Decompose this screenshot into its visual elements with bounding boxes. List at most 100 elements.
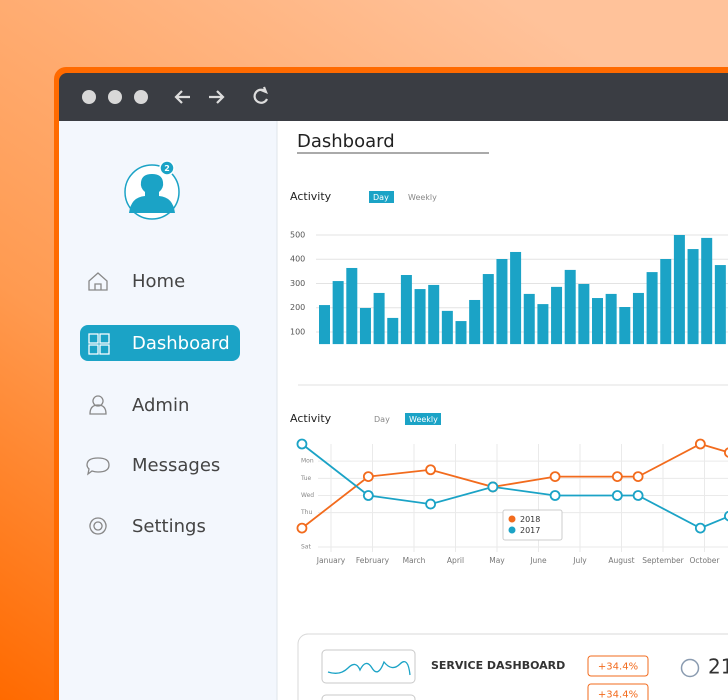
- sparkline: [327, 660, 411, 676]
- point: [632, 490, 644, 501]
- legend-label: 2018: [520, 515, 540, 524]
- bar: [646, 272, 658, 345]
- y-tick-label: Wed: [301, 492, 314, 499]
- point: [724, 510, 728, 522]
- nav-item[interactable]: Messages: [132, 455, 220, 476]
- bar: [619, 307, 631, 345]
- nav-active: [80, 325, 240, 361]
- reload-button[interactable]: [253, 86, 268, 104]
- change-box: [587, 683, 649, 700]
- main: [277, 121, 728, 700]
- bar: [632, 292, 644, 345]
- point: [487, 481, 499, 493]
- point: [694, 522, 706, 534]
- forward-button[interactable]: [209, 90, 225, 104]
- sparkline-box: [321, 694, 416, 700]
- x-tick-label: May: [489, 556, 505, 565]
- bar: [469, 299, 481, 345]
- point: [724, 447, 728, 458]
- legend-swatch: [508, 526, 516, 534]
- nav-icon: [88, 333, 110, 355]
- bar: [482, 274, 494, 345]
- y-tick-label: Mon: [301, 458, 314, 465]
- chart-title: Activity: [290, 412, 332, 425]
- x-tick-label: September: [642, 556, 684, 565]
- y-tick-label: 300: [290, 279, 305, 288]
- sparkline-box: [321, 649, 416, 684]
- x-tick-label: March: [403, 556, 426, 565]
- y-tick-label: 400: [290, 255, 305, 264]
- tab[interactable]: Weekly: [409, 415, 438, 424]
- avatar-figure: [129, 174, 175, 213]
- bar: [605, 293, 617, 345]
- point: [362, 471, 374, 483]
- dot: [108, 90, 122, 104]
- x-tick-label: February: [356, 556, 390, 565]
- bar: [714, 265, 726, 345]
- dot: [82, 90, 96, 104]
- badge: [159, 160, 175, 176]
- y-tick-label: Sat: [301, 544, 311, 551]
- nav-icon: [89, 517, 107, 535]
- chart-title: Activity: [290, 190, 332, 203]
- legend-label: 2017: [520, 526, 540, 535]
- nav-icon: [88, 272, 108, 291]
- x-tick-label: June: [529, 556, 547, 565]
- nav-item[interactable]: Home: [132, 271, 185, 292]
- bar: [592, 298, 603, 345]
- tab[interactable]: Day: [373, 193, 389, 202]
- point: [611, 490, 623, 501]
- y-tick-label: 200: [290, 303, 305, 312]
- bar: [373, 292, 385, 345]
- sidebar: [59, 121, 277, 700]
- bar: [496, 258, 508, 345]
- point: [549, 471, 561, 483]
- tab[interactable]: Day: [374, 415, 390, 424]
- point: [425, 464, 437, 476]
- tab[interactable]: Weekly: [408, 193, 437, 202]
- x-tick-label: January: [316, 556, 346, 565]
- bar: [673, 234, 685, 345]
- point: [296, 522, 308, 534]
- y-tick-label: Tue: [300, 475, 312, 482]
- page-title: Dashboard: [297, 131, 395, 152]
- bar: [441, 310, 453, 345]
- x-tick-label: August: [608, 556, 634, 565]
- bar: [578, 283, 590, 345]
- nav-icon: [86, 457, 110, 476]
- bar: [400, 275, 412, 345]
- bar: [701, 237, 713, 345]
- bar: [319, 305, 330, 345]
- point: [694, 438, 706, 450]
- x-tick-label: July: [572, 556, 587, 565]
- nav-item[interactable]: Admin: [132, 395, 189, 416]
- nav-item[interactable]: Settings: [132, 516, 206, 537]
- dot: [134, 90, 148, 104]
- point: [296, 438, 308, 450]
- stat-value: 21: [708, 655, 728, 679]
- change: +34.4%: [598, 690, 638, 700]
- y-tick-label: Thu: [300, 509, 312, 516]
- point: [632, 471, 644, 483]
- bar: [510, 251, 522, 345]
- bar: [687, 249, 699, 345]
- point: [611, 471, 623, 483]
- x-tick-label: April: [447, 556, 464, 565]
- bar: [455, 321, 467, 345]
- x-tick-label: October: [689, 556, 720, 565]
- bar: [414, 289, 426, 345]
- stat-ring: [680, 658, 700, 678]
- card-title: SERVICE DASHBOARD: [431, 659, 565, 672]
- change: +34.4%: [598, 662, 638, 673]
- bar: [551, 286, 563, 345]
- nav-icon: [89, 395, 107, 415]
- nav-item[interactable]: Dashboard: [132, 333, 230, 354]
- point: [549, 490, 561, 501]
- legend: [502, 509, 563, 541]
- back-button[interactable]: [174, 90, 190, 104]
- bar: [537, 304, 549, 345]
- point: [425, 498, 437, 510]
- point: [362, 490, 374, 501]
